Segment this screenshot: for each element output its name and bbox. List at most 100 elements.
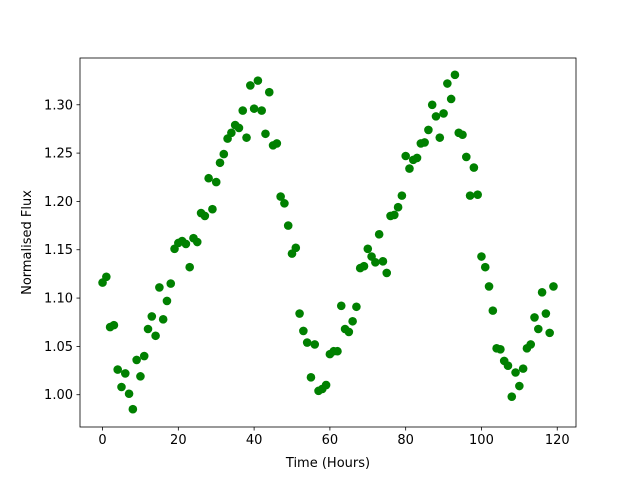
y-tick-label: 1.15	[44, 243, 73, 258]
data-point	[246, 81, 255, 90]
data-point	[446, 94, 456, 104]
data-point	[120, 369, 130, 378]
data-point	[518, 364, 528, 373]
data-point	[276, 192, 285, 201]
data-point	[295, 309, 304, 318]
data-point	[185, 262, 194, 272]
data-point	[545, 328, 554, 338]
y-tick-label: 1.00	[44, 388, 73, 403]
data-point	[215, 158, 225, 168]
data-point	[363, 244, 373, 254]
data-point	[242, 133, 251, 142]
data-point	[352, 302, 361, 312]
data-point	[109, 320, 119, 330]
data-point	[204, 173, 213, 183]
y-tick-label: 1.05	[44, 340, 73, 355]
x-tick-label: 60	[322, 433, 339, 448]
data-point	[480, 262, 490, 272]
x-tick-label: 20	[170, 433, 187, 448]
data-point	[139, 351, 149, 361]
data-point	[113, 365, 123, 374]
data-point	[143, 324, 153, 334]
data-point	[306, 373, 316, 382]
data-point	[462, 152, 471, 162]
data-point	[393, 202, 403, 212]
y-tick-label: 1.25	[44, 147, 73, 162]
data-point	[253, 76, 263, 85]
data-point	[117, 382, 126, 392]
data-point	[132, 355, 141, 365]
data-point	[431, 112, 441, 121]
data-point	[533, 324, 543, 334]
data-point	[515, 381, 524, 391]
data-point	[208, 204, 217, 214]
data-point	[412, 153, 422, 163]
data-point	[424, 125, 433, 135]
data-point	[321, 380, 331, 390]
data-point	[469, 163, 479, 172]
data-point	[166, 279, 176, 288]
data-point	[458, 130, 467, 140]
data-point	[136, 372, 145, 381]
data-point	[211, 177, 221, 187]
data-point	[155, 283, 164, 292]
x-tick-label: 100	[469, 433, 494, 448]
y-axis-label: Normalised Flux	[20, 190, 35, 295]
data-point	[427, 100, 437, 110]
data-point	[507, 392, 517, 401]
y-tick-label: 1.10	[44, 292, 73, 307]
x-tick-label: 80	[397, 433, 414, 448]
data-point	[537, 287, 547, 297]
x-tick-label: 0	[98, 433, 106, 448]
data-point	[488, 306, 498, 315]
data-point	[390, 210, 399, 220]
data-point	[526, 340, 536, 349]
data-point	[348, 316, 357, 326]
data-point	[549, 282, 558, 291]
data-point	[124, 389, 134, 399]
data-point	[249, 104, 259, 113]
data-point	[200, 211, 210, 221]
data-point	[227, 128, 236, 138]
data-point	[371, 258, 380, 267]
data-point	[477, 252, 486, 261]
data-point	[484, 282, 494, 291]
y-tick-label: 1.20	[44, 195, 73, 210]
data-point	[541, 309, 551, 318]
x-tick-label: 120	[545, 433, 570, 448]
x-axis-label: Time (Hours)	[285, 456, 370, 471]
data-point	[302, 338, 312, 347]
data-point	[234, 123, 244, 133]
data-point	[496, 344, 505, 354]
data-point	[435, 133, 445, 142]
data-point	[151, 331, 160, 341]
data-point	[405, 164, 414, 173]
data-point	[397, 191, 407, 200]
data-point	[503, 361, 513, 371]
plot-frame	[79, 57, 577, 428]
data-point	[465, 191, 475, 200]
data-point	[473, 190, 482, 199]
data-point	[299, 326, 308, 336]
data-point	[272, 139, 282, 148]
data-point	[443, 79, 452, 88]
data-point	[378, 257, 388, 266]
x-tick-label: 40	[246, 433, 263, 448]
data-point	[336, 301, 346, 311]
data-point	[257, 106, 266, 115]
data-point	[530, 313, 539, 322]
data-point	[511, 368, 520, 377]
data-point	[261, 129, 270, 139]
data-point	[181, 239, 191, 249]
data-point	[374, 229, 384, 239]
data-point	[264, 87, 274, 97]
data-point	[382, 268, 392, 278]
data-point	[439, 109, 448, 118]
y-tick-label: 1.30	[44, 98, 73, 113]
data-point	[450, 70, 460, 80]
data-point	[162, 296, 172, 306]
data-point	[158, 315, 168, 324]
data-point	[128, 404, 138, 414]
data-point	[359, 261, 369, 271]
